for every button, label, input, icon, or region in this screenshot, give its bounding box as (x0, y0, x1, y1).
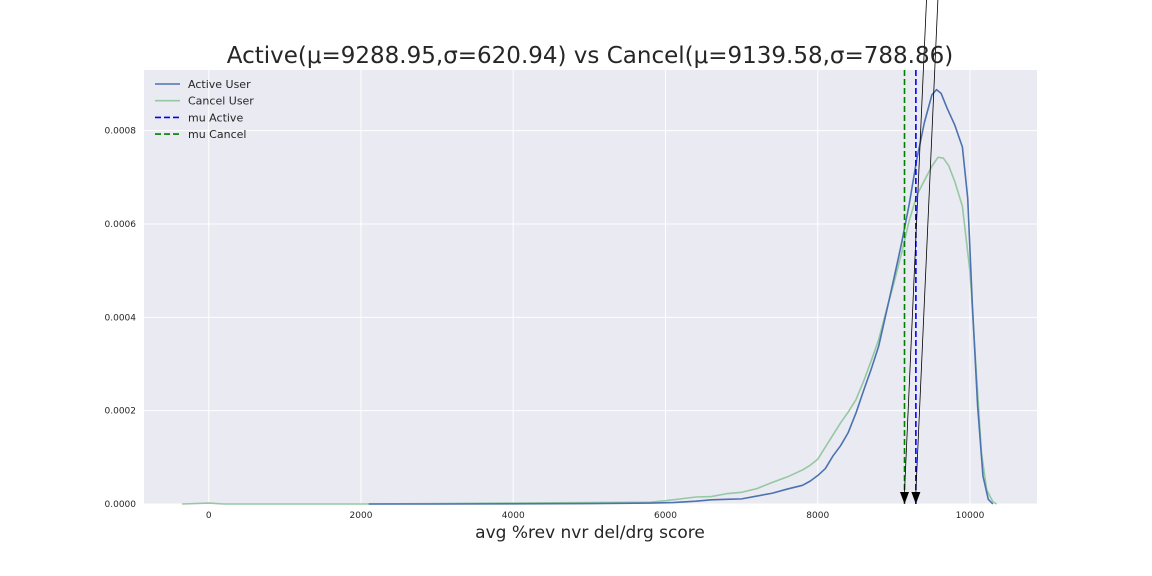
x-tick-label: 10000 (956, 511, 985, 521)
annotation-arrow-shaft (915, 0, 939, 493)
y-tick-label: 0.0002 (105, 407, 137, 417)
series (182, 88, 998, 505)
annotation-arrow-shaft (904, 0, 927, 493)
x-tick-label: 4000 (502, 511, 525, 521)
y-tick-label: 0.0006 (105, 220, 137, 230)
legend-label: mu Active (188, 111, 243, 124)
plot-area (144, 70, 1037, 504)
tick-labels: 0 2000 4000 6000 8000 10000 0.0000 0.0002 0.0004… (105, 127, 985, 521)
legend-label: Cancel User (188, 95, 254, 108)
annotation-arrow-head (900, 492, 910, 504)
annotation-arrow-head (911, 492, 921, 504)
mean-lines (903, 70, 917, 504)
x-tick-label: 2000 (350, 511, 373, 521)
legend-label: Active User (188, 78, 251, 91)
x-tick-label: 8000 (806, 511, 829, 521)
chart-title: Active(μ=9288.95,σ=620.94) vs Cancel(μ=9… (227, 43, 953, 69)
annotations (900, 0, 939, 504)
x-tick-label: 0 (206, 511, 212, 521)
legend: Active User Cancel User mu Active mu Cancel (155, 78, 254, 141)
y-tick-label: 0.0004 (105, 313, 137, 323)
x-tick-label: 6000 (654, 511, 677, 521)
y-tick-label: 0.0000 (105, 500, 137, 510)
legend-label: mu Cancel (188, 128, 246, 141)
series-line-1 (182, 156, 998, 505)
series-line-0 (368, 88, 994, 505)
x-axis-label: avg %rev nvr del/drg score (475, 523, 705, 543)
y-tick-label: 0.0008 (105, 127, 137, 137)
